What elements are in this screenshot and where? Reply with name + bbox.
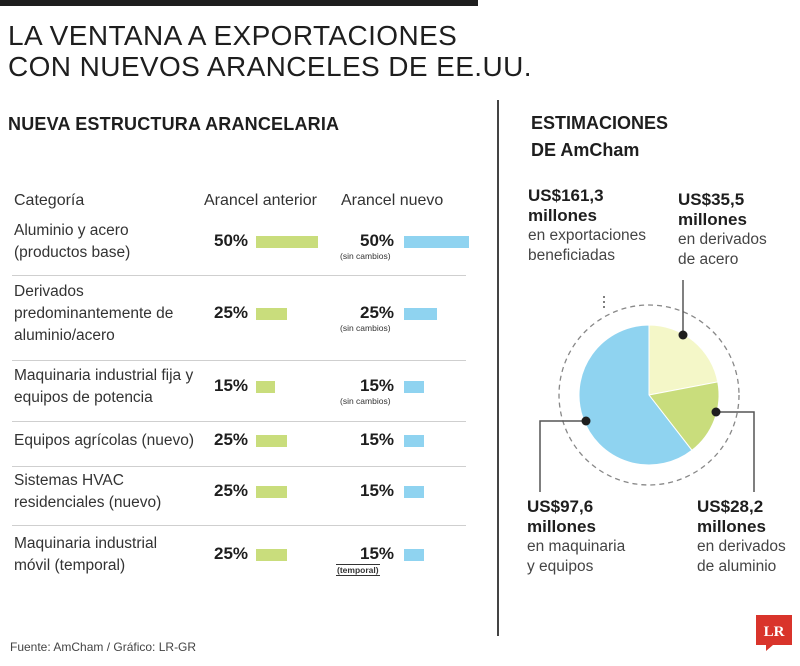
category-line: Sistemas HVAC xyxy=(14,471,124,489)
callout-machinery-amount: US$97,6 xyxy=(527,497,594,516)
title-line-2: CON NUEVOS ARANCELES DE EE.UU. xyxy=(8,51,532,82)
category-line: Derivados xyxy=(14,283,84,300)
column-header-new-tariff: Arancel nuevo xyxy=(341,192,444,209)
old-tariff-bar xyxy=(256,485,287,498)
marker-machinery xyxy=(581,416,591,426)
callout-steel-unit: millones xyxy=(678,210,747,229)
new-tariff-bar xyxy=(404,235,469,248)
category-line: Maquinaria industrial fija y xyxy=(14,367,194,384)
old-tariff-bar xyxy=(256,435,287,447)
category-label: Equipos agrícolas (nuevo) xyxy=(14,430,194,452)
tariff-note: (sin cambios) xyxy=(340,250,391,261)
new-tariff-bar xyxy=(404,485,424,498)
callout-total-desc-1: en exportaciones xyxy=(528,227,647,244)
old-tariff-value: 25% xyxy=(214,430,249,449)
row-separator xyxy=(12,466,466,467)
row-separator xyxy=(12,360,466,361)
callout-steel-desc-2: de acero xyxy=(678,251,739,268)
leader-line-aluminum xyxy=(716,411,755,492)
top-rule xyxy=(0,0,478,6)
lr-logo: LR xyxy=(756,615,792,651)
callout-aluminum: US$28,2 millones en derivados de alumini… xyxy=(697,497,786,577)
column-header-old-tariff: Arancel anterior xyxy=(204,192,317,209)
category-line: predominantemente de xyxy=(14,305,174,322)
category-line: móvil (temporal) xyxy=(14,557,126,574)
pie-slice-aluminum xyxy=(648,381,720,451)
callout-steel-amount: US$35,5 xyxy=(678,190,745,209)
category-label: Aluminio y acero (productos base) xyxy=(14,220,130,264)
marker-aluminum xyxy=(711,407,721,417)
category-line: Equipos agrícolas (nuevo) xyxy=(14,432,195,449)
marker-steel xyxy=(678,330,688,340)
new-tariff-bar xyxy=(404,308,437,320)
title-line-1: LA VENTANA A EXPORTACIONES xyxy=(8,20,458,51)
callout-machinery-desc-2: y equipos xyxy=(527,558,594,575)
old-tariff-value: 25% xyxy=(214,480,249,500)
category-label: Sistemas HVAC residenciales (nuevo) xyxy=(14,470,161,514)
estimates-title-line-2: DE AmCham xyxy=(531,140,640,160)
pie-slice-machinery xyxy=(578,324,693,466)
row-separator xyxy=(12,525,466,526)
old-tariff-bar xyxy=(256,308,287,320)
callout-total-amount: US$161,3 xyxy=(528,186,604,205)
category-line: (productos base) xyxy=(14,243,131,261)
old-tariff-bar xyxy=(256,549,287,561)
new-tariff-value: 15% xyxy=(360,544,395,563)
tariff-note: (sin cambios) xyxy=(340,396,391,406)
new-tariff-bar xyxy=(404,549,424,561)
pie-slice-steel xyxy=(648,324,719,396)
callout-steel: US$35,5 millones en derivados de acero xyxy=(678,190,767,270)
vertical-divider xyxy=(497,100,499,636)
callout-machinery-desc-1: en maquinaria xyxy=(527,538,626,555)
pie-dashed-ring xyxy=(558,304,740,486)
estimates-title: ESTIMACIONES DE AmCham xyxy=(531,110,668,164)
old-tariff-value: 25% xyxy=(214,303,249,322)
category-label: Maquinaria industrial fija y equipos de p… xyxy=(14,365,193,409)
new-tariff-bar xyxy=(404,435,424,447)
column-header-category: Categoría xyxy=(14,192,85,209)
row-separator xyxy=(12,421,466,422)
source-credit: Fuente: AmCham / Gráfico: LR-GR xyxy=(10,640,197,654)
category-line: Aluminio y acero xyxy=(14,221,129,239)
row-separator xyxy=(12,275,466,276)
new-tariff-value: 25% xyxy=(360,303,395,322)
callout-aluminum-unit: millones xyxy=(697,517,766,536)
category-label: Maquinaria industrial móvil (temporal) xyxy=(14,533,157,577)
callout-aluminum-desc-2: de aluminio xyxy=(697,558,777,575)
lr-logo-text: LR xyxy=(764,624,785,640)
table-title: NUEVA ESTRUCTURA ARANCELARIA xyxy=(8,114,340,134)
new-tariff-value: 15% xyxy=(360,430,395,449)
estimates-pie-chart xyxy=(539,280,755,492)
page-title: LA VENTANA A EXPORTACIONES CON NUEVOS AR… xyxy=(8,20,532,82)
new-tariff-value: 15% xyxy=(360,480,395,500)
old-tariff-value: 25% xyxy=(214,544,249,563)
old-tariff-bar xyxy=(256,381,275,393)
lr-logo-shape xyxy=(756,615,792,651)
old-tariff-value: 15% xyxy=(214,376,249,395)
estimates-title-line-1: ESTIMACIONES xyxy=(531,113,669,133)
old-tariff-bar xyxy=(256,235,318,248)
new-tariff-value: 50% xyxy=(360,230,395,250)
category-label: Derivados predominantemente de aluminio/ac… xyxy=(14,281,173,347)
new-tariff-value: 15% xyxy=(360,376,395,395)
category-line: equipos de potencia xyxy=(14,389,153,406)
callout-total-unit: millones xyxy=(528,206,597,225)
callout-machinery-unit: millones xyxy=(527,517,596,536)
new-tariff-bar xyxy=(404,381,424,393)
callout-total: US$161,3 millones en exportaciones benef… xyxy=(528,186,646,266)
callout-total-desc-2: beneficiadas xyxy=(528,247,616,264)
tariff-note: (sin cambios) xyxy=(340,323,391,333)
category-line: residenciales (nuevo) xyxy=(14,493,162,511)
old-tariff-value: 50% xyxy=(214,230,249,250)
callout-machinery: US$97,6 millones en maquinaria y equipos xyxy=(527,497,625,577)
callout-aluminum-desc-1: en derivados xyxy=(697,538,786,555)
category-line: Maquinaria industrial xyxy=(14,535,158,552)
callout-aluminum-amount: US$28,2 xyxy=(697,497,764,516)
tariff-note: (temporal) xyxy=(336,564,380,576)
leader-line-machinery xyxy=(539,420,586,492)
callout-steel-desc-1: en derivados xyxy=(678,231,767,248)
category-line: aluminio/acero xyxy=(14,327,115,344)
